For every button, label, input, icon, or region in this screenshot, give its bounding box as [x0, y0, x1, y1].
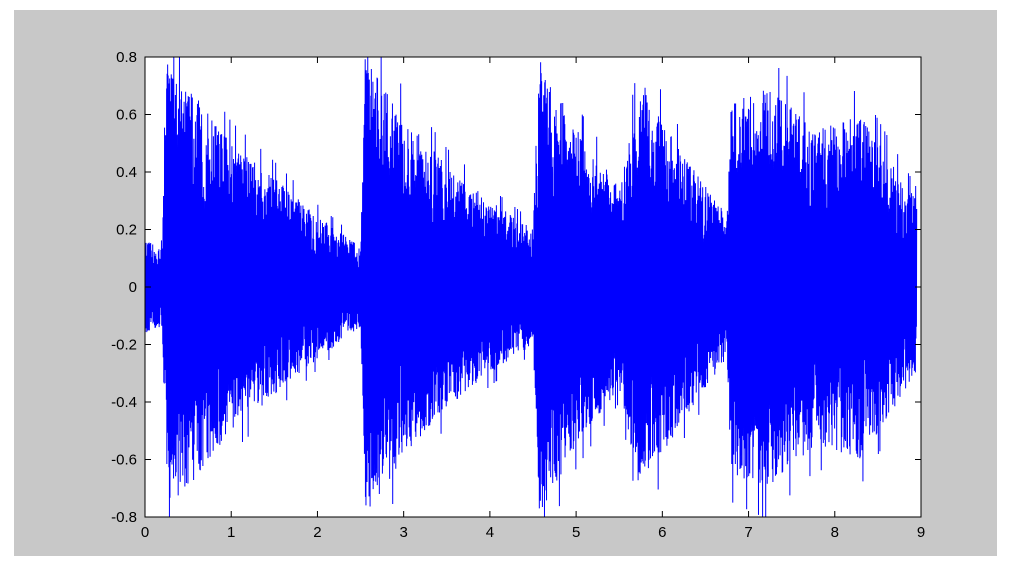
x-tick-label: 7 — [744, 524, 752, 541]
x-tick-label: 4 — [486, 524, 494, 541]
y-tick-label: -0.6 — [111, 452, 137, 469]
x-tick-label: 9 — [917, 524, 925, 541]
y-tick-label: 0.6 — [116, 107, 137, 124]
y-tick-label: -0.2 — [111, 337, 137, 354]
x-tick-label: 0 — [141, 524, 149, 541]
y-tick-label: 0 — [129, 279, 137, 296]
y-tick-label: 0.8 — [116, 49, 137, 66]
y-tick-label: 0.2 — [116, 222, 137, 239]
x-tick-label: 3 — [399, 524, 407, 541]
x-tick-label: 1 — [227, 524, 235, 541]
y-tick-label: -0.4 — [111, 394, 137, 411]
x-tick-label: 2 — [313, 524, 321, 541]
x-tick-label: 6 — [658, 524, 666, 541]
waveform-plot: 0 1 2 3 4 5 6 7 8 9 0.8 0.6 0.4 0.2 0 -0.2 -0.4 -0.6 -0.8 — [14, 10, 997, 556]
figure-panel: 0 1 2 3 4 5 6 7 8 9 0.8 0.6 0.4 0.2 0 -0.2 -0.4 -0.6 -0.8 — [14, 10, 997, 556]
y-tick-label: 0.4 — [116, 164, 137, 181]
x-tick-label: 5 — [572, 524, 580, 541]
y-axis-ticks: 0.8 0.6 0.4 0.2 0 -0.2 -0.4 -0.6 -0.8 — [111, 49, 921, 526]
x-axis-ticks: 0 1 2 3 4 5 6 7 8 9 — [141, 57, 925, 541]
x-tick-label: 8 — [831, 524, 839, 541]
y-tick-label: -0.8 — [111, 509, 137, 526]
waveform-line — [144, 56, 918, 518]
